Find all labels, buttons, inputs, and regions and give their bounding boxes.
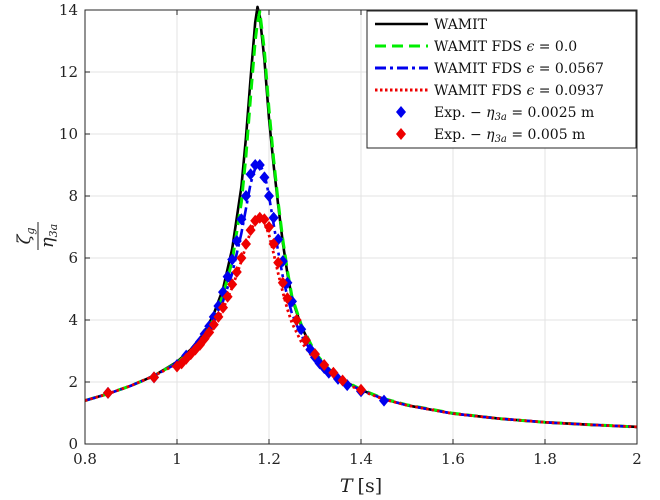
tick-labels: 0.8 1 1.2 1.4 1.6 1.8 2 0 2 4 6 8 10 12 14	[59, 1, 642, 468]
data-point-exp-005	[245, 224, 256, 237]
data-point-exp-0025	[254, 159, 265, 171]
legend-swatch-exp-005	[396, 128, 406, 140]
data-point-exp-0025	[241, 190, 251, 202]
data-point-exp-005	[273, 256, 284, 269]
y-tick-label: 8	[68, 187, 78, 205]
x-tick-label: 1.6	[441, 450, 465, 468]
y-tick-label: 2	[68, 373, 78, 391]
data-point-exp-005	[149, 371, 159, 384]
data-point-exp-005	[319, 358, 330, 371]
data-point-exp-0025	[296, 323, 307, 336]
data-point-exp-0025	[259, 171, 270, 184]
data-point-exp-0025	[227, 253, 238, 266]
data-point-exp-005	[231, 265, 242, 278]
data-point-exp-005	[218, 301, 228, 314]
data-point-exp-0025	[379, 394, 389, 407]
legend-box	[366, 10, 637, 149]
data-point-exp-005	[250, 214, 261, 227]
y-tick-label: 0	[68, 435, 78, 453]
legend-label-fds-0937: WAMIT FDS ϵ = 0.0937	[434, 83, 604, 99]
y-tick-label: 14	[59, 1, 78, 19]
series-layer	[84, 5, 638, 429]
data-point-exp-005	[291, 314, 302, 326]
x-tick-label: 1.8	[533, 450, 557, 468]
data-point-exp-005	[103, 386, 113, 399]
data-point-exp-005	[222, 290, 233, 303]
legend-label-exp-0025: Exp. − η3a = 0.0025 m	[434, 105, 594, 123]
data-point-exp-005	[356, 383, 366, 396]
data-point-exp-005	[236, 252, 247, 264]
data-point-exp-005	[208, 318, 219, 331]
data-point-exp-005	[328, 366, 339, 379]
x-tick-label: 1.4	[349, 450, 373, 468]
y-tick-label: 4	[68, 311, 78, 329]
series-line-fds-0937	[84, 216, 638, 429]
data-point-exp-005	[337, 374, 348, 387]
y-tick-label: 10	[59, 125, 78, 143]
x-tick-label: 1	[172, 450, 182, 468]
x-tick-label: 0.8	[73, 450, 97, 468]
data-point-exp-0025	[231, 234, 242, 247]
svg-text:T[s]: T [s]	[340, 475, 382, 497]
data-point-exp-005	[264, 221, 274, 233]
data-point-exp-005	[213, 310, 224, 323]
data-point-exp-0025	[264, 190, 274, 202]
y-tick-label: 12	[59, 63, 78, 81]
series-line-fds-0	[84, 10, 638, 429]
data-point-exp-005	[227, 278, 238, 291]
legend-label-fds-0: WAMIT FDS ϵ = 0.0	[434, 39, 577, 55]
data-point-exp-005	[268, 238, 279, 251]
x-axis-label: T [s]	[340, 475, 382, 497]
legend-label-wamit: WAMIT	[434, 17, 488, 33]
x-axis-label-var: T	[340, 475, 354, 497]
x-tick-label: 1.2	[257, 450, 281, 468]
data-point-exp-0025	[245, 168, 256, 181]
data-point-exp-005	[282, 292, 293, 305]
data-point-exp-0025	[236, 213, 247, 226]
y-tick-label: 6	[68, 249, 78, 267]
data-point-exp-005	[204, 326, 215, 339]
data-point-exp-005	[259, 213, 270, 226]
legend-label-fds-0567: WAMIT FDS ϵ = 0.0567	[434, 61, 604, 77]
legend-label-exp-005: Exp. − η3a = 0.005 m	[434, 127, 585, 145]
data-point-exp-005	[300, 334, 311, 347]
data-point-exp-0025	[222, 270, 233, 283]
legend: WAMIT WAMIT FDS ϵ = 0.0 WAMIT FDS ϵ = 0.…	[366, 10, 637, 149]
x-tick-label: 2	[632, 450, 642, 468]
legend-swatch-exp-0025	[396, 106, 406, 118]
data-point-exp-005	[277, 276, 288, 289]
data-point-exp-005	[241, 238, 251, 251]
data-point-exp-005	[310, 348, 320, 361]
x-axis-label-unit: [s]	[358, 475, 383, 497]
data-point-exp-0025	[268, 211, 279, 224]
